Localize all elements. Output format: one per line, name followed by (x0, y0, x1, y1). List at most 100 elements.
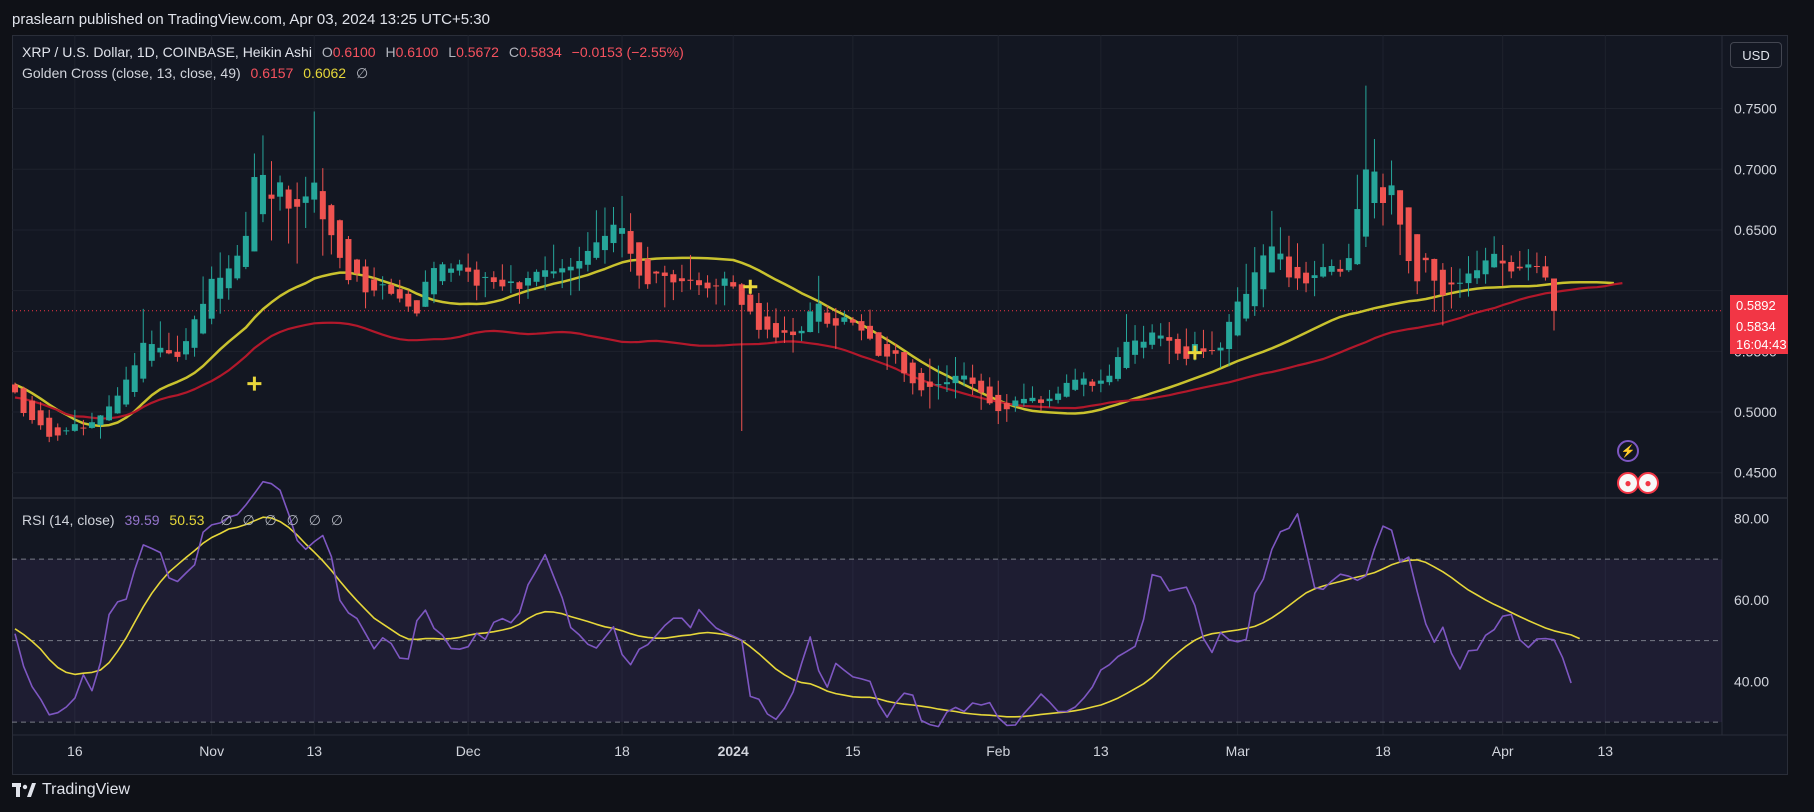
candle-body[interactable] (362, 266, 369, 293)
candle-body[interactable] (319, 191, 326, 220)
candle-body[interactable] (986, 386, 993, 404)
candle-body[interactable] (1397, 190, 1404, 225)
symbol-label[interactable]: XRP / U.S. Dollar, 1D, COINBASE, Heikin … (22, 44, 312, 60)
candle-body[interactable] (790, 331, 797, 336)
candle-body[interactable] (798, 330, 805, 334)
candle-body[interactable] (328, 205, 335, 236)
candle-body[interactable] (1063, 382, 1070, 397)
candle-body[interactable] (1422, 257, 1429, 261)
candle-body[interactable] (490, 277, 497, 283)
golden-cross-marker[interactable] (743, 279, 758, 294)
candle-body[interactable] (533, 271, 540, 282)
candle-body[interactable] (371, 279, 378, 291)
candle-body[interactable] (875, 332, 882, 356)
candle-body[interactable] (952, 375, 959, 384)
rsi-indicator-label[interactable]: RSI (14, close) (22, 512, 115, 528)
candle-body[interactable] (1533, 265, 1540, 267)
candle-body[interactable] (670, 274, 677, 283)
candle-body[interactable] (1003, 403, 1010, 410)
candle-body[interactable] (1217, 347, 1224, 351)
currency-button[interactable]: USD (1730, 42, 1782, 68)
candle-body[interactable] (208, 278, 215, 319)
candle-body[interactable] (961, 375, 968, 380)
candle-body[interactable] (1072, 379, 1079, 390)
candle-body[interactable] (1362, 169, 1369, 237)
candle-body[interactable] (422, 281, 429, 307)
candle-body[interactable] (1251, 272, 1258, 307)
candle-body[interactable] (627, 231, 634, 254)
us-flag-icon[interactable]: ● (1637, 472, 1659, 494)
candle-body[interactable] (704, 282, 711, 289)
candle-body[interactable] (1448, 282, 1455, 285)
candle-body[interactable] (1132, 340, 1139, 355)
candle-body[interactable] (636, 242, 643, 276)
candle-body[interactable] (259, 174, 266, 215)
candle-body[interactable] (1354, 209, 1361, 265)
golden-cross-marker[interactable] (1187, 345, 1202, 360)
candle-body[interactable] (559, 268, 566, 273)
candle-body[interactable] (1029, 397, 1036, 402)
candle-body[interactable] (251, 177, 258, 252)
candle-body[interactable] (576, 261, 583, 269)
candle-body[interactable] (884, 344, 891, 357)
candle-body[interactable] (71, 424, 78, 431)
candle-body[interactable] (29, 400, 36, 421)
candle-body[interactable] (1303, 272, 1310, 284)
candle-body[interactable] (1123, 341, 1130, 368)
candle-body[interactable] (1328, 265, 1335, 272)
candle-body[interactable] (1046, 398, 1053, 402)
candle-body[interactable] (1012, 400, 1019, 407)
candle-body[interactable] (892, 350, 899, 354)
candle-body[interactable] (1508, 261, 1515, 272)
candle-body[interactable] (1439, 269, 1446, 296)
candle-body[interactable] (396, 289, 403, 299)
candle-body[interactable] (1405, 207, 1412, 262)
candle-body[interactable] (815, 303, 822, 322)
candle-body[interactable] (1388, 185, 1395, 196)
candle-body[interactable] (943, 382, 950, 385)
candle-body[interactable] (755, 303, 762, 330)
candle-body[interactable] (1294, 266, 1301, 279)
candle-body[interactable] (1337, 268, 1344, 272)
candle-body[interactable] (217, 277, 224, 299)
candle-body[interactable] (131, 365, 138, 392)
candle-body[interactable] (123, 379, 130, 405)
tradingview-logo[interactable]: TradingView (12, 781, 130, 799)
candle-body[interactable] (995, 394, 1002, 412)
candle-body[interactable] (448, 268, 455, 273)
candle-body[interactable] (1166, 337, 1173, 341)
candle-body[interactable] (225, 268, 232, 289)
candle-body[interactable] (148, 344, 155, 361)
candle-body[interactable] (1209, 350, 1215, 352)
candle-body[interactable] (174, 351, 181, 357)
candle-body[interactable] (1080, 378, 1087, 385)
candle-body[interactable] (926, 381, 933, 387)
candle-body[interactable] (807, 311, 814, 333)
candle-body[interactable] (20, 388, 27, 413)
candle-body[interactable] (285, 189, 292, 209)
candle-body[interactable] (1345, 258, 1352, 271)
candle-body[interactable] (678, 278, 685, 282)
candle-body[interactable] (345, 239, 352, 281)
candle-body[interactable] (918, 372, 925, 391)
candle-body[interactable] (405, 293, 412, 307)
candle-body[interactable] (183, 341, 189, 355)
candle-body[interactable] (738, 284, 745, 305)
candle-body[interactable] (858, 321, 865, 331)
candle-body[interactable] (824, 312, 831, 324)
candle-body[interactable] (1482, 260, 1489, 275)
candle-body[interactable] (242, 235, 249, 267)
candle-body[interactable] (593, 242, 600, 258)
candle-body[interactable] (165, 350, 172, 354)
candle-body[interactable] (507, 281, 514, 283)
chart-canvas[interactable]: 0.75000.70000.65000.55000.50000.450080.0… (12, 35, 1788, 775)
candle-body[interactable] (1097, 380, 1104, 384)
candle-body[interactable] (1149, 332, 1156, 345)
candle-body[interactable] (277, 182, 284, 197)
candle-body[interactable] (619, 228, 626, 234)
candle-body[interactable] (1320, 267, 1327, 277)
candle-body[interactable] (832, 318, 839, 326)
candle-body[interactable] (336, 220, 343, 258)
candle-body[interactable] (1431, 258, 1438, 281)
candle-body[interactable] (772, 323, 779, 338)
